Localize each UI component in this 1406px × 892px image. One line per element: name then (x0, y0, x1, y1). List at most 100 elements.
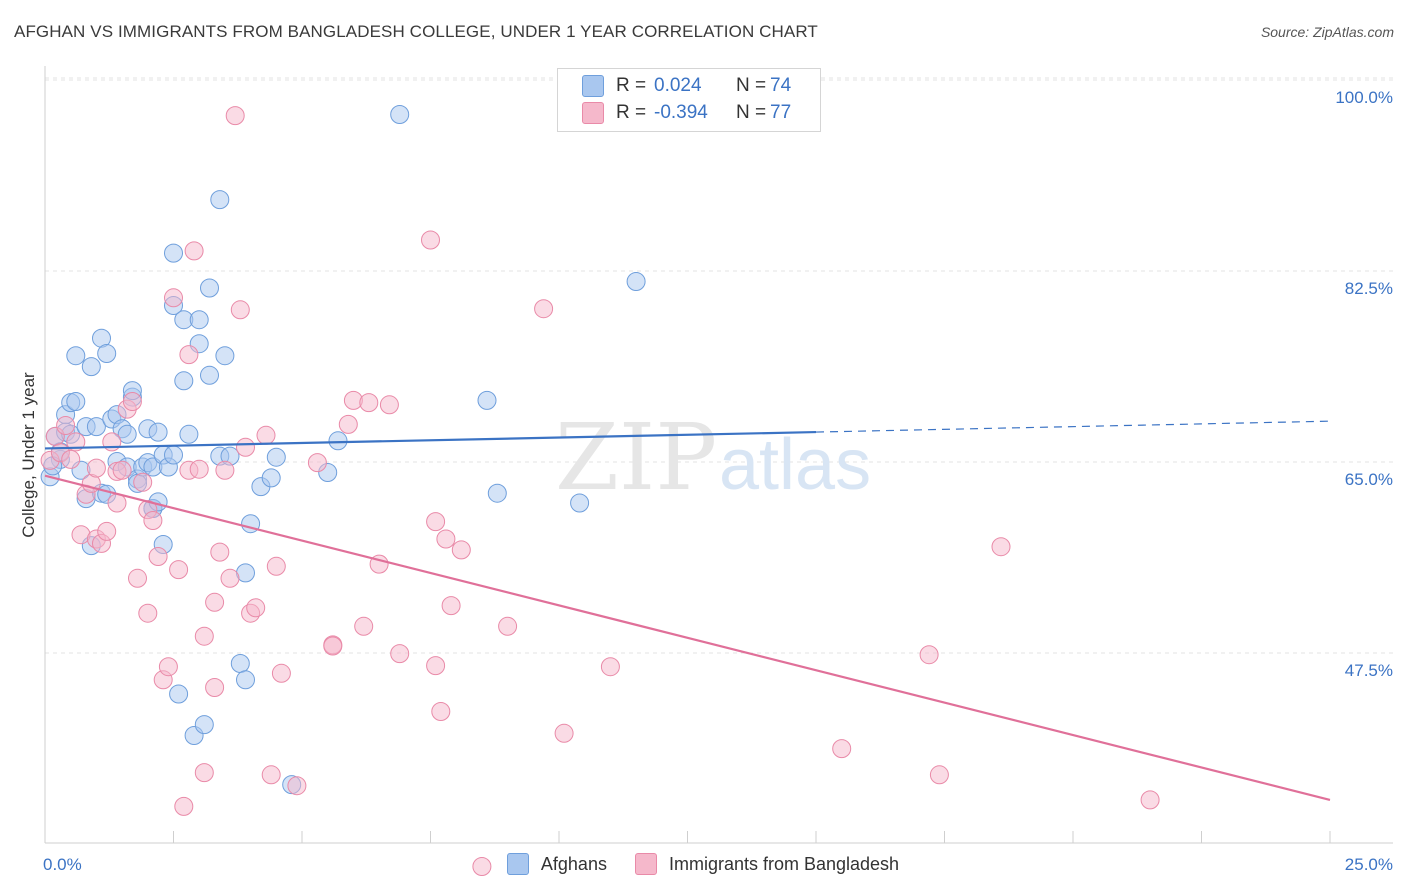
bangladesh-swatch (634, 853, 657, 875)
bangladesh-point (287, 776, 307, 796)
n-value: 77 (770, 102, 792, 123)
afghans-point (261, 468, 281, 488)
afghans-point (81, 357, 101, 377)
bangladesh-point (230, 300, 250, 320)
bangladesh-point (451, 540, 471, 560)
bangladesh-point (205, 592, 225, 612)
y-tick-label: 65.0% (1345, 470, 1393, 489)
legend-row-bangladesh: R = -0.394 N = 77 (582, 101, 791, 125)
bangladesh-point (431, 702, 451, 721)
bangladesh-point (919, 645, 939, 665)
bangladesh-point (338, 414, 358, 434)
bangladesh-point (112, 460, 132, 480)
n-label: N = (736, 75, 767, 96)
bangladesh-point (498, 616, 518, 636)
bangladesh-point (441, 596, 461, 616)
series-legend: Afghans Immigrants from Bangladesh (0, 850, 1406, 878)
bangladesh-point (436, 529, 456, 549)
watermark-atlas: atlas (719, 425, 871, 505)
bangladesh-point (164, 288, 183, 308)
bangladesh-point (122, 392, 142, 411)
bangladesh-point (236, 437, 255, 457)
afghans-point (328, 431, 348, 451)
n-label: N = (736, 102, 767, 123)
afghans-point (194, 715, 214, 735)
afghans-point (86, 417, 106, 437)
bangladesh-point (220, 568, 240, 588)
bangladesh-point (534, 299, 554, 319)
legend-item-afghans[interactable]: Afghans (506, 853, 607, 875)
bangladesh-point (421, 230, 440, 250)
afghans-point (230, 654, 250, 673)
n-value: 74 (770, 75, 792, 96)
r-value: -0.394 (654, 102, 708, 123)
bangladesh-point (354, 616, 374, 636)
afghans-point (179, 424, 199, 444)
afghans-point (390, 105, 410, 124)
afghans-point (169, 684, 189, 704)
bangladesh-point (600, 657, 620, 677)
bangladesh-point (169, 560, 189, 580)
bangladesh-point (184, 241, 204, 261)
afghans-point (164, 243, 183, 263)
r-label: R = (616, 75, 647, 96)
bangladesh-point (174, 796, 194, 816)
bangladesh-point (179, 345, 199, 365)
bangladesh-point (133, 472, 153, 492)
bangladesh-point (148, 547, 168, 566)
bangladesh-point (56, 416, 76, 435)
bangladesh-point (991, 537, 1011, 557)
afghans-point (477, 390, 497, 410)
afghans-point (215, 346, 235, 366)
bangladesh-point (426, 656, 446, 676)
x-tick-label: 0.0% (43, 855, 82, 874)
y-tick-label: 82.5% (1345, 279, 1393, 298)
afghans-point (66, 392, 86, 411)
afghans-point (200, 365, 219, 385)
bangladesh-point (246, 598, 266, 618)
bangladesh-point (61, 449, 81, 469)
bangladesh-point (86, 458, 106, 478)
bangladesh-point (472, 857, 492, 876)
bangladesh-point (210, 542, 230, 562)
afghans-point (117, 424, 137, 444)
bangladesh-point (215, 460, 235, 480)
bangladesh-point (225, 106, 245, 126)
source-label: Source: ZipAtlas.com (1260, 24, 1394, 40)
trend-lines (44, 420, 1331, 801)
bangladesh-point (143, 511, 163, 530)
bangladesh-point (158, 657, 178, 677)
bangladesh-point (194, 763, 214, 783)
bangladesh-point (271, 663, 291, 683)
afghans-point (174, 371, 194, 391)
afghans-point (189, 310, 209, 330)
afghans-point (66, 346, 86, 366)
bangladesh-point (138, 603, 158, 623)
bangladesh-point (256, 425, 276, 445)
bangladesh-point (1140, 790, 1160, 810)
legend-label-bangladesh: Immigrants from Bangladesh (668, 853, 900, 874)
stats-legend: R = 0.024 N = 74 R = -0.394 N = 77 (557, 68, 821, 132)
bangladesh-point (554, 723, 574, 743)
y-tick-label: 47.5% (1345, 661, 1393, 680)
afghans-point (236, 670, 255, 690)
y-axis-label: College, Under 1 year (19, 372, 38, 538)
afghans-trend-line (44, 430, 817, 450)
afghans-point (210, 190, 230, 210)
bangladesh-point (426, 512, 446, 532)
bangladesh-swatch (582, 102, 604, 124)
bangladesh-point (261, 765, 281, 785)
bangladesh-point (307, 453, 327, 473)
afghans-swatch (582, 75, 604, 97)
afghans-point (148, 422, 168, 442)
legend-item-bangladesh[interactable]: Immigrants from Bangladesh (634, 853, 900, 875)
bangladesh-point (323, 636, 343, 656)
bangladesh-point (205, 678, 225, 697)
afghans-point (164, 445, 183, 465)
chart-title: AFGHAN VS IMMIGRANTS FROM BANGLADESH COL… (14, 22, 818, 41)
legend-row-afghans: R = 0.024 N = 74 (582, 74, 791, 98)
bangladesh-point (97, 521, 117, 541)
bangladesh-point (128, 568, 147, 588)
r-value: 0.024 (654, 75, 702, 96)
